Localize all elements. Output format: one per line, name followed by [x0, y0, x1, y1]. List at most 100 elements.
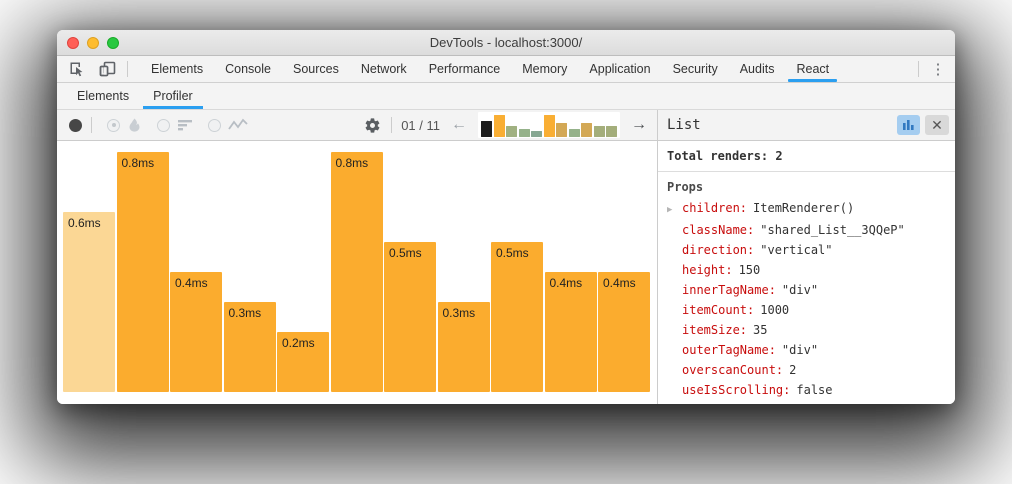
props-section: Props ▶ children: ItemRenderer() className:… — [658, 172, 955, 404]
prop-value: "shared_List__3QQeP" — [760, 223, 905, 237]
prop-value: "div" — [781, 343, 819, 357]
more-options-icon[interactable]: ⋮ — [930, 60, 946, 78]
prop-name: direction: — [682, 243, 755, 257]
prop-name: className: — [682, 223, 755, 237]
prop-value: false — [796, 383, 833, 397]
mode-ranked[interactable] — [157, 118, 193, 132]
tab-memory[interactable]: Memory — [522, 62, 568, 76]
minimap-commit-bar[interactable] — [531, 131, 542, 137]
tab-application[interactable]: Application — [589, 62, 651, 76]
devtools-tab-bar: Elements Console Sources Network Performance… — [57, 56, 955, 83]
interactions-line-icon — [228, 118, 248, 130]
prop-value: ItemRenderer() — [753, 201, 855, 215]
commit-duration-label: 0.6ms — [68, 216, 101, 230]
prop-value: 300 — [731, 400, 753, 404]
prop-name: children: — [682, 201, 748, 215]
commit-bar[interactable]: 0.5ms — [384, 242, 436, 392]
commit-bar[interactable]: 0.4ms — [598, 272, 650, 392]
tab-elements[interactable]: Elements — [151, 62, 204, 76]
record-icon[interactable] — [69, 118, 82, 132]
close-sidebar-button[interactable]: ✕ — [925, 115, 949, 135]
react-subtab-bar: Elements Profiler — [57, 83, 955, 110]
commit-bar[interactable]: 0.3ms — [437, 302, 490, 392]
tab-console[interactable]: Console — [225, 62, 271, 76]
prop-value: 1000 — [760, 303, 790, 317]
next-commit-arrow-icon[interactable]: → — [631, 116, 647, 133]
tab-sources[interactable]: Sources — [292, 62, 339, 76]
minimap-commit-bar[interactable] — [581, 123, 592, 137]
total-renders-row: Total renders: 2 — [658, 141, 955, 172]
props-heading: Props — [667, 180, 704, 194]
close-window-button[interactable] — [67, 36, 79, 49]
prop-name: width: — [682, 400, 725, 404]
commit-bar[interactable]: 0.4ms — [544, 272, 597, 392]
tab-audits[interactable]: Audits — [739, 62, 775, 76]
previous-commit-arrow-icon[interactable]: ← — [451, 116, 467, 133]
minimap-commit-bar[interactable] — [593, 126, 605, 137]
inspect-element-icon[interactable] — [67, 59, 87, 79]
flamegraph-radio[interactable] — [107, 118, 120, 132]
prop-name: itemSize: — [682, 323, 748, 337]
subtab-elements[interactable]: Elements — [77, 89, 130, 103]
commit-bar[interactable]: 0.8ms — [330, 152, 383, 392]
commit-bar[interactable]: 0.8ms — [116, 152, 169, 392]
toolbar-separator — [391, 117, 393, 133]
prop-name: outerTagName: — [682, 343, 776, 357]
minimap-commit-bar[interactable] — [506, 126, 517, 137]
commit-duration-label: 0.4ms — [175, 276, 208, 290]
prop-name: overscanCount: — [682, 363, 784, 377]
tab-security[interactable]: Security — [672, 62, 718, 76]
tab-performance[interactable]: Performance — [428, 62, 501, 76]
subtab-profiler[interactable]: Profiler — [141, 83, 205, 109]
window-title: DevTools - localhost:3000/ — [429, 35, 583, 50]
settings-gear-icon[interactable] — [362, 115, 382, 135]
component-sidebar: List ✕ Total renders: 2 — [658, 110, 955, 404]
commit-counter: 01 / 11 — [401, 117, 440, 133]
expand-arrow-icon[interactable]: ▶ — [667, 205, 673, 215]
commit-bar[interactable]: 0.3ms — [223, 302, 276, 392]
mode-interactions[interactable] — [208, 118, 248, 132]
prop-row: className: "shared_List__3QQeP" — [667, 220, 946, 240]
minimap-commit-bar[interactable] — [568, 129, 580, 137]
tab-react[interactable]: React — [785, 56, 840, 82]
content-area: 01 / 11 ← → 0.6ms 0.8ms 0.4ms 0.3ms 0.2ms 0.8… — [57, 110, 955, 404]
commit-duration-label: 0.4ms — [549, 276, 583, 290]
commit-bar[interactable]: 0.6ms — [63, 212, 115, 392]
bar-chart-icon — [903, 120, 914, 130]
prop-row: innerTagName: "div" — [667, 280, 946, 300]
tab-network[interactable]: Network — [360, 62, 407, 76]
minimize-window-button[interactable] — [87, 36, 99, 49]
commit-bar[interactable]: 0.4ms — [170, 272, 222, 392]
commit-duration-label: 0.5ms — [389, 246, 422, 260]
mode-flamegraph[interactable] — [107, 117, 142, 133]
minimap-commit-bar[interactable] — [481, 121, 492, 137]
commit-duration-label: 0.3ms — [442, 306, 476, 320]
ranked-radio[interactable] — [157, 118, 170, 132]
minimap-commit-bar[interactable] — [543, 115, 555, 137]
view-render-chart-button[interactable] — [897, 115, 920, 135]
minimap-commit-bar[interactable] — [606, 126, 617, 137]
prop-row: itemCount: 1000 — [667, 300, 946, 320]
commit-bar[interactable]: 0.2ms — [277, 332, 329, 392]
commit-duration-label: 0.4ms — [603, 276, 636, 290]
profiler-pane: 01 / 11 ← → 0.6ms 0.8ms 0.4ms 0.3ms 0.2ms 0.8… — [57, 110, 658, 404]
tab-bar-icons — [57, 56, 132, 82]
commit-duration-chart: 0.6ms 0.8ms 0.4ms 0.3ms 0.2ms 0.8ms 0.5ms 0.3ms… — [57, 141, 657, 404]
device-toolbar-icon[interactable] — [97, 59, 117, 79]
commit-duration-label: 0.2ms — [282, 336, 315, 350]
zoom-window-button[interactable] — [107, 36, 119, 49]
sidebar-header: List ✕ — [658, 110, 955, 141]
commit-duration-label: 0.5ms — [496, 246, 529, 260]
toolbar-separator — [91, 117, 92, 133]
commit-duration-label: 0.8ms — [335, 156, 369, 170]
commit-bar[interactable]: 0.5ms — [491, 242, 543, 392]
prop-row: width: 300 — [667, 400, 946, 404]
prop-row: overscanCount: 2 — [667, 360, 946, 380]
devtools-window: DevTools - localhost:3000/ — [57, 30, 955, 404]
minimap-commit-bar[interactable] — [518, 129, 530, 137]
minimap-commit-bar[interactable] — [556, 123, 567, 137]
interactions-radio[interactable] — [208, 118, 221, 132]
minimap-commit-bar[interactable] — [493, 115, 505, 137]
prop-name: useIsScrolling: — [682, 383, 791, 397]
